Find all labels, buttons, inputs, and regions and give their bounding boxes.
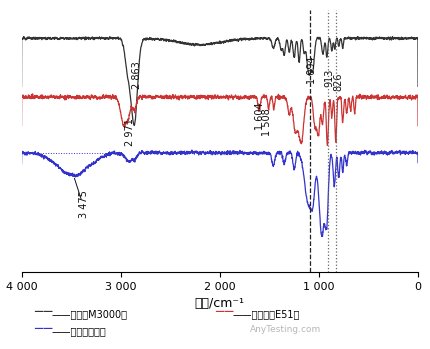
Text: 826: 826 — [332, 72, 342, 91]
Text: ─: ─ — [43, 305, 51, 319]
Text: ─: ─ — [215, 305, 223, 319]
Text: 3 475: 3 475 — [79, 190, 89, 218]
Text: 1 508: 1 508 — [261, 109, 271, 136]
Text: 2 971: 2 971 — [124, 118, 134, 146]
Text: ─: ─ — [43, 322, 51, 336]
Text: ─: ─ — [224, 305, 232, 319]
Text: ——环氧树脂E51；: ——环氧树脂E51； — [232, 309, 299, 319]
Text: ─: ─ — [34, 322, 43, 336]
Text: 913: 913 — [324, 69, 334, 87]
Text: ——合成的乳化剂: ——合成的乳化剂 — [52, 326, 106, 336]
Text: AnyTesting.com: AnyTesting.com — [249, 325, 320, 334]
Text: ─: ─ — [34, 305, 43, 319]
Text: 2 863: 2 863 — [132, 61, 142, 89]
Text: 1 094: 1 094 — [306, 57, 316, 84]
Text: ——聚醚胺M3000；: ——聚醚胺M3000； — [52, 309, 127, 319]
Text: 1 604: 1 604 — [255, 102, 264, 130]
X-axis label: 波数/cm⁻¹: 波数/cm⁻¹ — [194, 297, 244, 311]
